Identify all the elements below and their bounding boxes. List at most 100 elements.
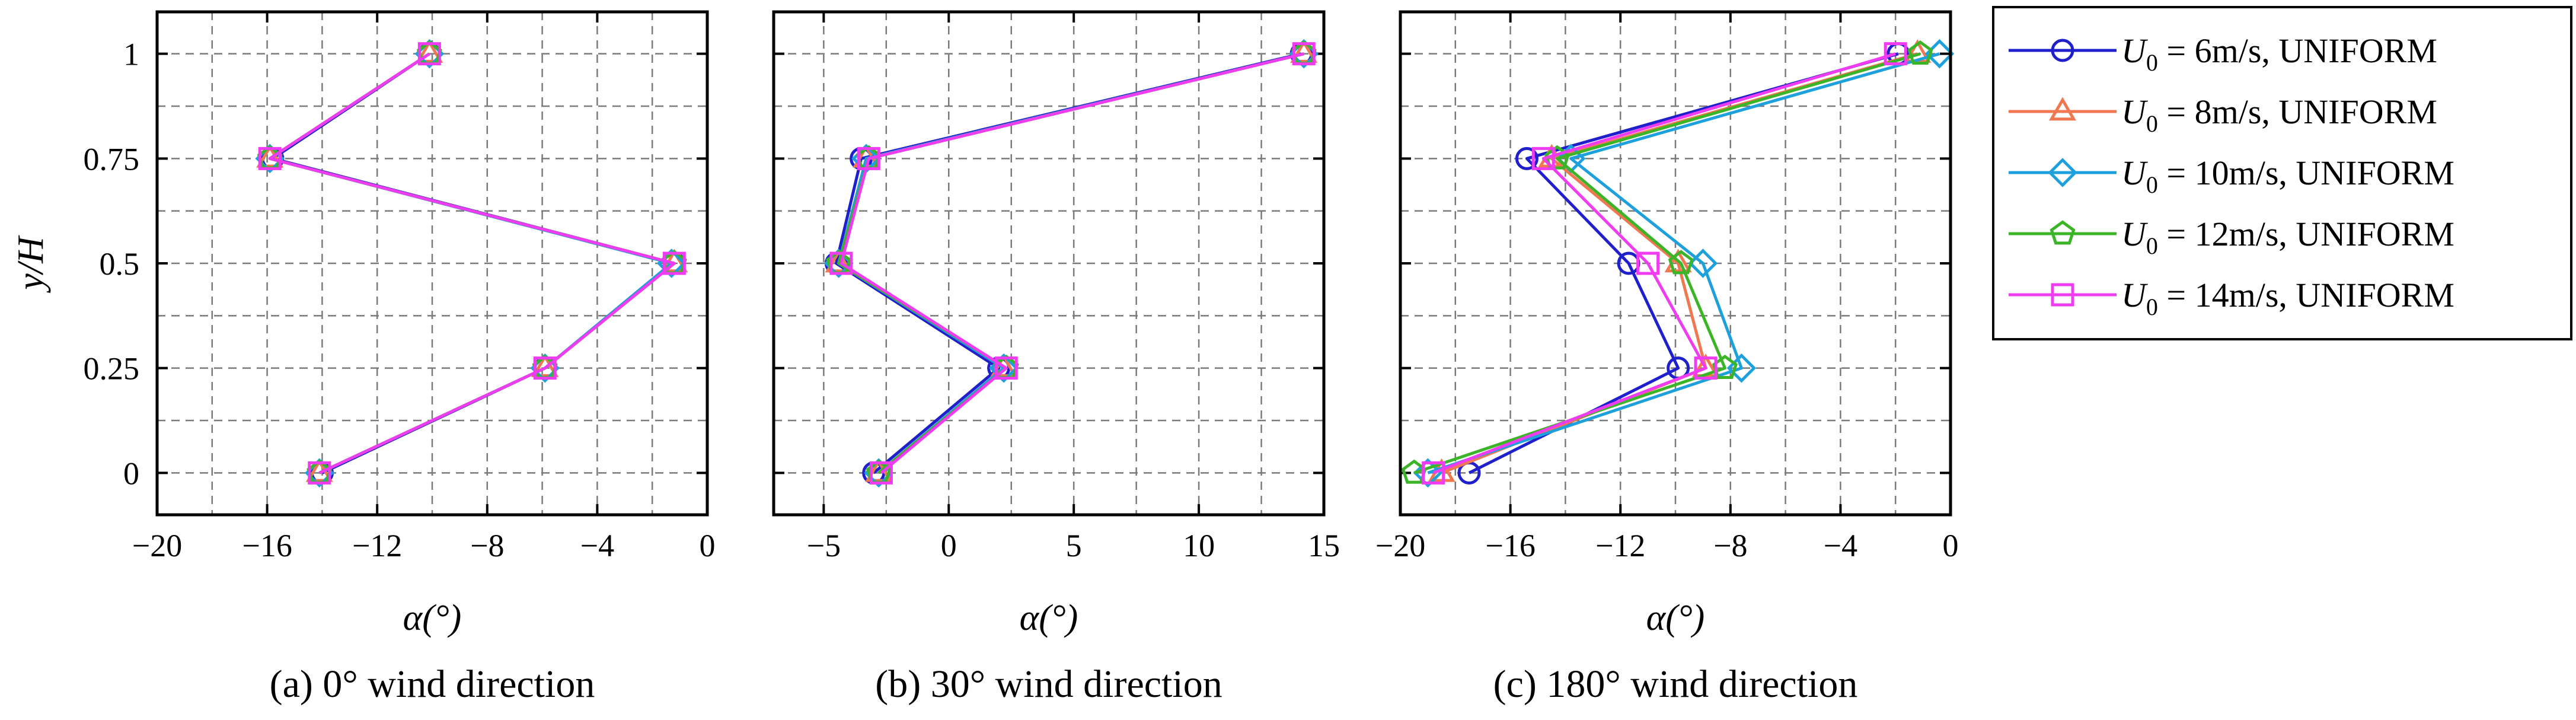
x-tick-label: −16 [242, 528, 292, 563]
x-tick-label: −4 [1824, 528, 1857, 563]
y-axis-label: y/H [11, 235, 51, 294]
data-point [825, 249, 853, 273]
x-tick-label: −12 [352, 528, 402, 563]
legend-item-5: U0 = 14m/s, UNIFORM [2009, 276, 2454, 320]
legend-item-3: U0 = 10m/s, UNIFORM [2009, 154, 2454, 198]
y-tick-label: 1 [123, 37, 139, 72]
data-point [1668, 250, 1694, 275]
data-point [1290, 39, 1318, 63]
series-5 [829, 42, 1316, 485]
data-point [1531, 146, 1555, 170]
series-line [839, 52, 1304, 474]
x-tick-label: 10 [1183, 528, 1215, 563]
legend-item-4: U0 = 12m/s, UNIFORM [2009, 215, 2454, 259]
x-tick-label: −8 [1713, 528, 1747, 563]
y-tick-label: 0.5 [100, 246, 140, 282]
x-tick-label: 5 [1066, 528, 1082, 563]
x-tick-label: −20 [1375, 528, 1425, 563]
x-tick-label: 0 [1943, 528, 1959, 563]
chart-panel-2: −5 0 5 10 15 α(°) (b) 30° wind direction [772, 10, 1340, 706]
data-point [1544, 145, 1571, 170]
legend-label-text: = 10m/s, UNIFORM [2158, 154, 2454, 192]
data-point [531, 353, 559, 377]
legend-label-subscript: 0 [2146, 232, 2158, 259]
series-line [1413, 52, 1921, 474]
series-4 [1401, 40, 1933, 484]
x-tick-label: −16 [1485, 528, 1535, 563]
data-point [1694, 356, 1718, 380]
plot-frame [155, 10, 709, 517]
plot-frame [772, 10, 1326, 517]
legend-label: U0 = 14m/s, UNIFORM [2121, 276, 2454, 320]
data-point [994, 356, 1018, 380]
legend-marker [2051, 39, 2074, 62]
panel-caption: (b) 30° wind direction [875, 662, 1222, 706]
legend-item-2: U0 = 8m/s, UNIFORM [2009, 93, 2437, 137]
data-point [1292, 42, 1316, 66]
data-point [857, 146, 880, 170]
data-point [533, 356, 557, 380]
data-point [1664, 249, 1692, 273]
series-5 [258, 42, 686, 485]
data-point [869, 461, 893, 485]
series-line [1427, 52, 1940, 474]
x-tick-label: −20 [132, 528, 182, 563]
legend-label-subscript: 0 [2146, 110, 2158, 137]
legend-label-symbol: U [2121, 31, 2149, 70]
legend-marker [2051, 283, 2074, 307]
legend-marker [2048, 97, 2077, 121]
series-line [1468, 52, 1899, 474]
x-tick-label: −5 [807, 528, 841, 563]
legend-label-text: = 14m/s, UNIFORM [2158, 276, 2454, 314]
data-point [417, 42, 441, 66]
legend-label-symbol: U [2121, 215, 2149, 253]
x-tick-label: −4 [580, 528, 614, 563]
legend-label-subscript: 0 [2146, 171, 2158, 198]
data-point [308, 461, 331, 485]
legend-label-subscript: 0 [2146, 49, 2158, 76]
x-tick-label: −12 [1595, 528, 1645, 563]
y-tick-label: 0.75 [84, 141, 140, 177]
x-axis-label: α(°) [403, 598, 462, 638]
data-point [416, 39, 443, 63]
legend-label-text: = 6m/s, UNIFORM [2158, 31, 2437, 70]
y-tick-label: 0.25 [84, 351, 140, 387]
x-tick-label: 0 [700, 528, 716, 563]
series-line [1432, 52, 1896, 474]
data-point [1636, 251, 1660, 275]
series-5 [1422, 42, 1907, 485]
legend-label-text: = 8m/s, UNIFORM [2158, 93, 2437, 131]
x-tick-label: 0 [941, 528, 957, 563]
legend-label: U0 = 12m/s, UNIFORM [2121, 215, 2454, 259]
x-tick-label: −8 [470, 528, 504, 563]
panel-caption: (c) 180° wind direction [1493, 662, 1858, 706]
panel-caption: (a) 0° wind direction [270, 662, 595, 706]
legend-label: U0 = 10m/s, UNIFORM [2121, 154, 2454, 198]
data-point [258, 146, 282, 170]
legend-marker [2050, 220, 2076, 245]
chart-panel-1: −20 −16 −12 −8 −4 0 0 0.25 0.5 0.75 1 α(°) y/H (a) 0°… [11, 10, 716, 706]
legend-marker [2048, 158, 2077, 187]
data-point [829, 251, 853, 275]
legend-label: U0 = 8m/s, UNIFORM [2121, 93, 2437, 137]
series-line [268, 52, 676, 474]
data-point [662, 251, 686, 275]
plot-frame [1399, 10, 1952, 517]
chart-panel-3: −20 −16 −12 −8 −4 0 α(°) (c) 180° wind directio… [1375, 10, 1959, 706]
legend-label-symbol: U [2121, 276, 2149, 314]
legend-label-symbol: U [2121, 154, 2149, 192]
data-point [1884, 42, 1907, 66]
x-axis-label: α(°) [1020, 598, 1078, 638]
data-point [1907, 40, 1933, 65]
y-tick-label: 0 [123, 455, 139, 491]
data-point [1413, 458, 1443, 488]
data-point [1688, 249, 1718, 278]
legend-label-text: = 12m/s, UNIFORM [2158, 215, 2454, 253]
legend-label: U0 = 6m/s, UNIFORM [2121, 31, 2437, 76]
x-axis-label: α(°) [1646, 598, 1705, 638]
legend-label-subscript: 0 [2146, 294, 2158, 320]
x-tick-label: 15 [1308, 528, 1340, 563]
legend-label-symbol: U [2121, 93, 2149, 131]
